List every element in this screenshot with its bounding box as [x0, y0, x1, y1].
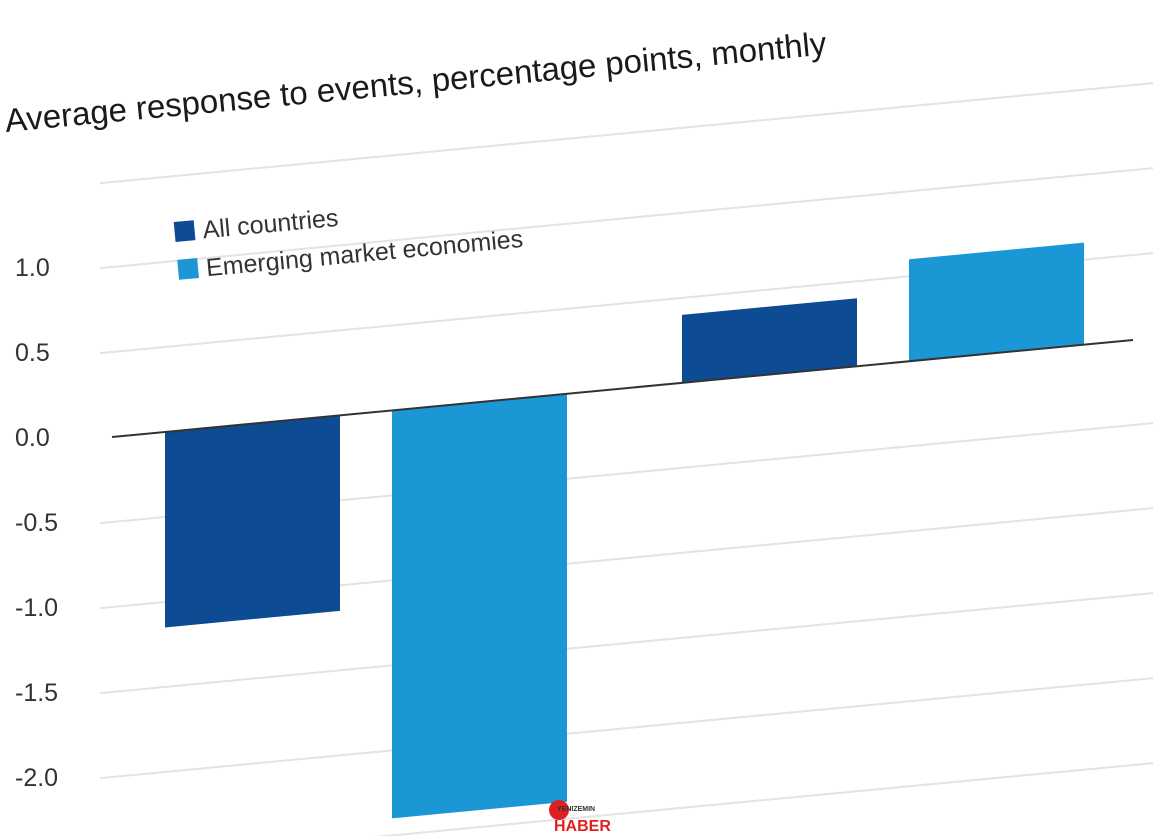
y-tick-label: -0.5	[15, 509, 58, 537]
y-tick-label: 0.5	[15, 339, 50, 367]
y-tick-label: -1.5	[15, 679, 58, 707]
bar-emerging-markets	[909, 242, 1084, 362]
gridline	[99, 167, 1153, 270]
gridline	[99, 592, 1153, 695]
y-tick-label: -2.0	[15, 764, 58, 792]
watermark-badge-icon	[549, 800, 569, 820]
y-tick-label: -1.0	[15, 594, 58, 622]
bar-emerging-markets	[392, 393, 567, 819]
watermark-logo: YENIZEMIN HABER	[549, 800, 611, 835]
y-tick-label: 0.0	[15, 424, 50, 452]
gridline	[375, 762, 1153, 836]
bar-all-countries	[165, 415, 340, 628]
chart-title: Average response to events, percentage p…	[3, 24, 828, 139]
gridline	[99, 677, 1153, 780]
legend-swatch	[173, 220, 196, 242]
legend-label: All countries	[201, 204, 339, 244]
legend-swatch	[177, 258, 199, 280]
watermark-top-text: YENIZEMIN	[557, 806, 595, 813]
watermark-bottom-text: HABER	[554, 818, 611, 835]
y-tick-label: 1.0	[15, 254, 50, 282]
gridline	[99, 82, 1153, 185]
plot-area: 1.0 0.5 0.0 -0.5 -1.0 -1.5 -2.0 All countriesEm…	[15, 82, 1153, 836]
bar-all-countries	[682, 298, 857, 383]
x-axis-zero-line	[111, 339, 1134, 438]
